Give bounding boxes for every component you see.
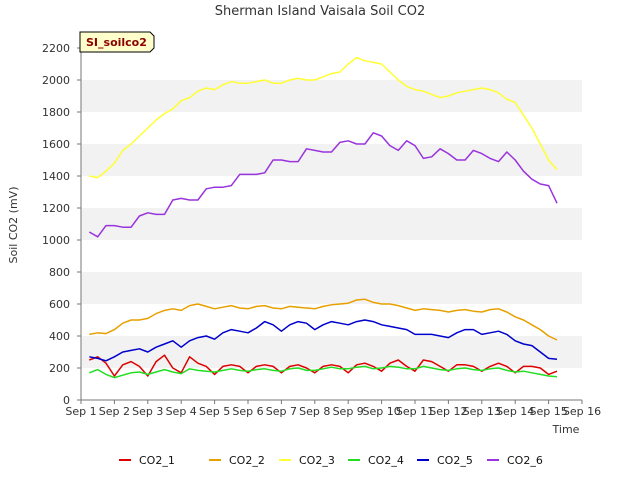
grid-band [81, 208, 582, 240]
x-tick-label: Sep 15 [529, 405, 567, 418]
legend-label: CO2_5 [437, 454, 473, 467]
grid-band [81, 80, 582, 112]
data-lines [88, 56, 558, 379]
y-tick-label: 0 [63, 394, 70, 407]
grid-band [81, 272, 582, 304]
legend-label: CO2_1 [139, 454, 175, 467]
y-tick-label: 2000 [42, 74, 70, 87]
grid-band [81, 144, 582, 176]
badge-label: SI_soilco2 [86, 36, 147, 49]
x-tick-label: Sep 4 [166, 405, 197, 418]
x-tick-label: Sep 2 [99, 405, 130, 418]
x-tick-label: Sep 8 [299, 405, 330, 418]
legend-label: CO2_4 [368, 454, 404, 467]
grid-band [81, 336, 582, 368]
x-tick-label: Sep 11 [396, 405, 434, 418]
y-tick-label: 2200 [42, 42, 70, 55]
series-line-co2-4 [89, 365, 558, 379]
legend: CO2_1 CO2_2 CO2_3 CO2_4 CO2_5 CO2_6 [119, 454, 543, 467]
x-tick-label: Sep 16 [563, 405, 601, 418]
x-axis: Sep 1 Sep 2 Sep 3 Sep 4 Sep 5 Sep 6 Sep 7 Sep 8… [65, 399, 601, 418]
legend-label: CO2_3 [299, 454, 335, 467]
legend-label: CO2_6 [507, 454, 543, 467]
y-axis-label: Soil CO2 (mV) [7, 187, 20, 264]
y-tick-label: 1800 [42, 106, 70, 119]
y-tick-label: 1200 [42, 202, 70, 215]
x-tick-label: Sep 10 [362, 405, 400, 418]
chart-title: Sherman Island Vaisala Soil CO2 [215, 4, 425, 19]
x-axis-label: Time [552, 423, 580, 436]
y-tick-label: 1600 [42, 138, 70, 151]
x-tick-label: Sep 1 [65, 405, 96, 418]
y-tick-label: 200 [49, 362, 70, 375]
legend-label: CO2_2 [229, 454, 265, 467]
y-tick-label: 400 [49, 330, 70, 343]
y-tick-label: 600 [49, 298, 70, 311]
x-tick-label: Sep 5 [199, 405, 230, 418]
x-tick-label: Sep 7 [266, 405, 297, 418]
series-line-co2-2 [89, 298, 558, 341]
x-tick-label: Sep 13 [463, 405, 501, 418]
x-tick-label: Sep 12 [429, 405, 467, 418]
y-tick-label: 1000 [42, 234, 70, 247]
series-line-co2-3 [89, 56, 558, 179]
series-line-co2-5 [89, 319, 558, 362]
chart-badge: SI_soilco2 [79, 31, 155, 53]
plot-background [81, 48, 582, 400]
y-tick-label: 800 [49, 266, 70, 279]
x-tick-label: Sep 14 [496, 405, 534, 418]
series-line-co2-6 [88, 132, 558, 238]
x-tick-label: Sep 9 [333, 405, 364, 418]
y-axis: 0 200 400 600 800 1000 1200 1400 1600 1800 2000 220… [42, 42, 82, 407]
x-tick-label: Sep 3 [132, 405, 163, 418]
x-tick-label: Sep 6 [232, 405, 263, 418]
y-tick-label: 1400 [42, 170, 70, 183]
